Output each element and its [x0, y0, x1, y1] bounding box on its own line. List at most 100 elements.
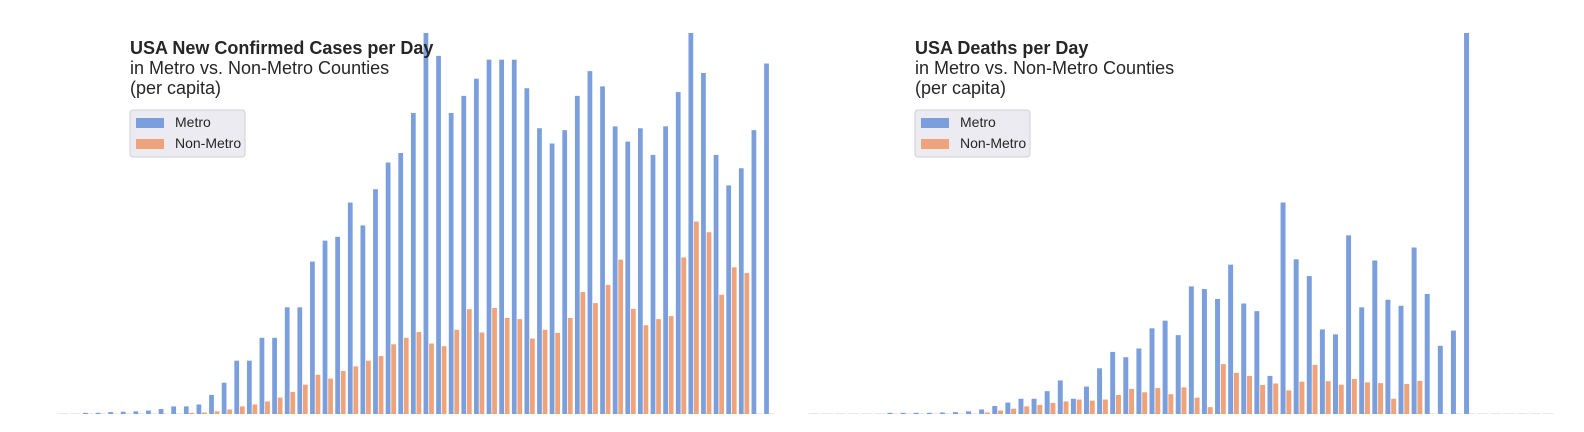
deaths-metro-bar-43	[1372, 260, 1378, 414]
cases-nonmetro-bar-34	[492, 308, 497, 414]
cases-baseline-tick-26	[385, 413, 397, 414]
cases-nonmetro-bar-16	[265, 401, 270, 414]
deaths-baseline-tick-36	[1280, 413, 1292, 414]
cases-metro-bar-51	[701, 73, 706, 414]
cases-nonmetro-bar-36	[517, 319, 523, 414]
deaths-nonmetro-bar-35	[1273, 383, 1279, 414]
cases-nonmetro-bar-24	[366, 360, 371, 414]
cases-metro-bar-50	[688, 33, 694, 414]
deaths-metro-bar-23	[1110, 351, 1116, 414]
cases-metro-bar-10	[183, 406, 189, 414]
deaths-metro-bar-34	[1254, 311, 1260, 414]
deaths-nonmetro-bar-17	[1037, 404, 1043, 414]
deaths-metro-bar-27	[1162, 320, 1168, 414]
deaths-metro-bar-47	[1424, 293, 1430, 415]
deaths-baseline-tick-2	[835, 413, 846, 414]
cases-metro-bar-21	[322, 240, 328, 414]
cases-baseline-tick-11	[196, 413, 207, 414]
deaths-baseline-tick-16	[1018, 413, 1030, 414]
cases-metro-bar-16	[259, 337, 265, 414]
cases-metro-bar-49	[675, 92, 681, 414]
cases-chart-title: USA New Confirmed Cases per Day	[130, 38, 433, 58]
deaths-baseline-tick-45	[1398, 413, 1410, 414]
cases-nonmetro-bar-43	[605, 284, 611, 414]
deaths-baseline-tick-51	[1477, 413, 1488, 414]
cases-nonmetro-bar-44	[618, 259, 624, 414]
deaths-legend-nonmetro-label: Non-Metro	[960, 135, 1026, 151]
cases-nonmetro-bar-53	[731, 267, 737, 414]
cases-metro-bar-27	[398, 153, 404, 414]
cases-baseline-tick-28	[410, 413, 422, 414]
cases-baseline-tick-3	[95, 413, 106, 414]
cases-metro-bar-28	[410, 113, 416, 414]
cases-baseline-tick-30	[436, 413, 447, 414]
cases-baseline-tick-24	[360, 413, 371, 414]
cases-baseline-tick-15	[246, 413, 258, 414]
deaths-metro-bar-40	[1333, 334, 1338, 414]
deaths-nonmetro-bar-33	[1247, 375, 1252, 414]
cases-baseline-tick-54	[738, 413, 750, 414]
cases-baseline-tick-53	[726, 413, 737, 414]
deaths-baseline-tick-11	[952, 413, 964, 414]
deaths-nonmetro-bar-38	[1312, 364, 1318, 414]
deaths-nonmetro-bar-39	[1325, 381, 1331, 414]
cases-metro-bar-4	[108, 412, 113, 415]
cases-metro-bar-19	[297, 307, 303, 414]
deaths-metro-bar-30	[1201, 289, 1207, 414]
deaths-metro-bar-29	[1188, 286, 1194, 415]
cases-metro-bar-32	[461, 95, 467, 415]
deaths-metro-bar-44	[1385, 299, 1391, 414]
cases-baseline-tick-41	[574, 413, 586, 414]
cases-baseline-tick-17	[272, 413, 283, 414]
deaths-metro-bar-13	[979, 409, 985, 414]
cases-nonmetro-bar-52	[719, 294, 724, 414]
deaths-metro-bar-45	[1398, 305, 1404, 414]
deaths-baseline-tick-32	[1228, 413, 1239, 414]
deaths-baseline-tick-44	[1385, 413, 1397, 414]
deaths-nonmetro-bar-45	[1404, 383, 1410, 414]
cases-metro-bar-12	[209, 394, 214, 414]
cases-nonmetro-bar-49	[681, 257, 687, 414]
deaths-baseline-tick-5	[874, 413, 886, 414]
deaths-baseline-tick-52	[1490, 413, 1501, 414]
deaths-metro-bar-11	[952, 412, 958, 415]
deaths-chart-subtitle-line-1: in Metro vs. Non-Metro Counties	[915, 58, 1174, 78]
deaths-metro-bar-32	[1228, 264, 1234, 414]
cases-metro-bar-43	[600, 86, 605, 414]
cases-baseline-tick-34	[486, 413, 497, 414]
cases-metro-bar-36	[511, 59, 517, 415]
cases-chart-subtitle-line-1: in Metro vs. Non-Metro Counties	[130, 58, 389, 78]
deaths-metro-bar-6	[887, 412, 893, 414]
deaths-metro-bar-41	[1346, 235, 1352, 414]
cases-baseline-tick-35	[499, 413, 510, 414]
deaths-legend: Metro Non-Metro	[914, 109, 1031, 158]
cases-nonmetro-bar-21	[328, 378, 333, 414]
cases-metro-bar-54	[738, 168, 744, 414]
cases-baseline-tick-27	[398, 413, 409, 414]
cases-metro-bar-23	[347, 202, 353, 414]
cases-metro-bar-6	[133, 411, 139, 414]
cases-baseline-tick-45	[625, 413, 636, 414]
cases-metro-bar-55	[751, 130, 757, 414]
deaths-baseline-tick-48	[1437, 413, 1449, 414]
deaths-nonmetro-bar-40	[1338, 384, 1344, 414]
cases-metro-bar-29	[423, 33, 429, 414]
cases-nonmetro-bar-47	[656, 319, 661, 414]
deaths-legend-metro-swatch	[921, 118, 949, 128]
deaths-baseline-tick-18	[1044, 413, 1056, 414]
cases-chart-subtitle-line-2: (per capita)	[130, 78, 221, 98]
cases-baseline-tick-52	[713, 413, 724, 414]
deaths-nonmetro-bar-25	[1142, 392, 1148, 414]
cases-metro-bar-31	[448, 113, 454, 414]
cases-baseline-tick-8	[158, 413, 169, 414]
cases-metro-bar-45	[625, 141, 631, 414]
deaths-nonmetro-bar-15	[1011, 408, 1017, 414]
deaths-metro-bar-28	[1175, 335, 1181, 414]
deaths-baseline-tick-47	[1424, 413, 1436, 414]
deaths-metro-bar-16	[1018, 398, 1024, 414]
cases-baseline-tick-29	[423, 413, 434, 414]
cases-baseline-tick-31	[448, 413, 460, 414]
cases-nonmetro-bar-22	[340, 370, 346, 414]
deaths-baseline-tick-41	[1346, 413, 1357, 414]
deaths-baseline-tick-20	[1070, 413, 1082, 414]
